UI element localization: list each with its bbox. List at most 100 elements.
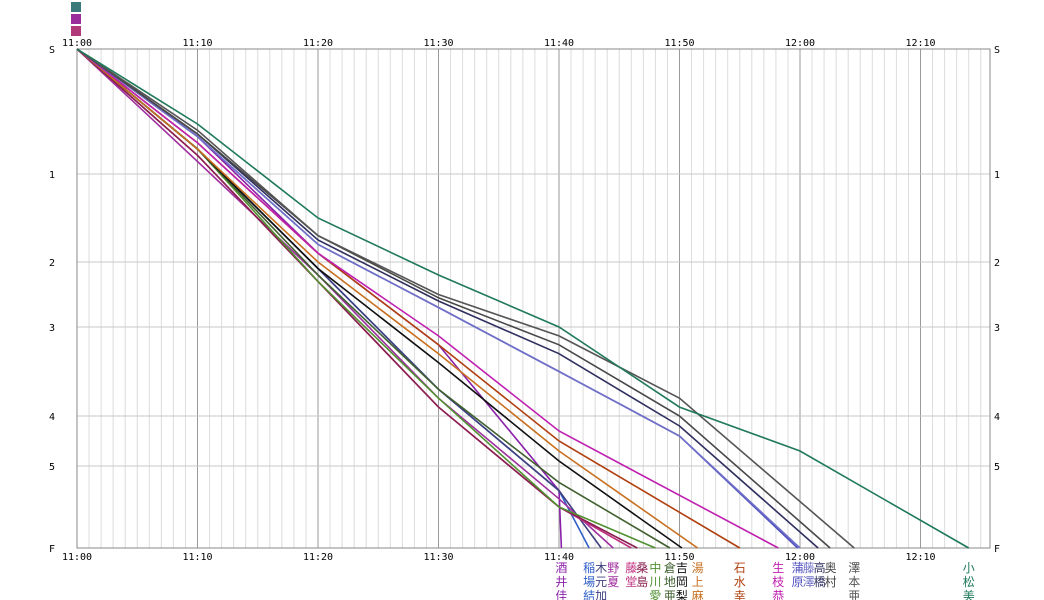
runner-name-char: 中 <box>649 560 661 575</box>
x-tick-label: 11:50 <box>664 552 694 563</box>
runner-name-char: 澤 <box>848 561 860 575</box>
x-tick-label: 11:00 <box>62 38 92 49</box>
runner-name-char: 湯 <box>692 561 704 575</box>
y-tick-label: 4 <box>994 412 1000 423</box>
series-line <box>76 48 614 549</box>
x-tick-label: 11:00 <box>62 552 92 563</box>
y-tick-label: 5 <box>49 462 55 473</box>
runner-name-char: 生 <box>772 561 784 575</box>
runner-name-char: 恭 <box>772 589 784 600</box>
series-line <box>76 48 855 549</box>
runner-name-char: 稲 <box>583 561 595 575</box>
x-tick-label: 11:10 <box>182 38 212 49</box>
x-tick-labels-top: 11:00 11:10 11:20 11:30 11:40 11:50 12:00 12:10 <box>62 38 936 49</box>
runner-name-char: 場 <box>583 575 595 589</box>
x-tick-label: 12:00 <box>785 38 815 49</box>
runner-name-char: 野 <box>607 561 619 575</box>
runner-name-char: 水 <box>734 575 746 589</box>
runner-name-char: 橋 <box>814 575 826 589</box>
legend-swatch-1 <box>71 2 81 12</box>
runner-name-char: 川 <box>649 575 661 589</box>
runner-name-char: 酒 <box>555 561 567 575</box>
y-tick-label: 3 <box>49 323 55 334</box>
y-tick-label: F <box>994 544 1000 555</box>
x-tick-label: 11:20 <box>303 552 333 563</box>
runner-name-char: 麻 <box>692 588 704 600</box>
x-tick-label: 11:50 <box>664 38 694 49</box>
x-tick-label: 11:40 <box>544 552 574 563</box>
series-line <box>76 48 638 549</box>
runner-name-char: 藤 <box>625 561 637 575</box>
runner-name-char: 倉 <box>664 560 676 575</box>
y-tick-label: 2 <box>994 258 1000 269</box>
runner-name-char: 島 <box>636 574 648 589</box>
x-tick-label: 12:10 <box>905 552 935 563</box>
minor-gridlines <box>88 49 982 548</box>
x-tick-label: 11:10 <box>182 552 212 563</box>
runner-name-char: 蒲 <box>792 561 804 575</box>
x-tick-label: 11:30 <box>423 38 453 49</box>
x-tick-labels-bottom: 11:00 11:10 11:20 11:30 11:40 11:50 12:00 12:10 <box>62 552 936 563</box>
legend-swatch-2 <box>71 14 81 24</box>
runner-name-char: 石 <box>734 561 746 575</box>
runner-name-char: 桑 <box>636 561 648 575</box>
runner-name-char: 岡 <box>676 575 688 589</box>
series-line <box>76 48 590 549</box>
runner-name-char: 美 <box>963 589 975 600</box>
runner-name-char: 原 <box>792 575 804 589</box>
series-lines <box>76 48 970 549</box>
y-tick-label: F <box>49 544 55 555</box>
y-tick-labels-right: S 1 2 3 4 5 F <box>994 45 1000 555</box>
series-line <box>76 48 671 549</box>
runner-name-char: 本 <box>848 575 860 589</box>
legend-swatch-3 <box>71 26 81 36</box>
runner-name-char: 松 <box>963 575 975 589</box>
runner-name-char: 小 <box>963 561 975 575</box>
x-tick-label: 11:40 <box>544 38 574 49</box>
y-tick-label: 5 <box>994 462 1000 473</box>
runner-name-char: 堂 <box>625 575 637 589</box>
y-tick-label: 1 <box>49 170 55 181</box>
runner-name-char: 村 <box>825 575 837 589</box>
runner-name-char: 木 <box>595 561 607 575</box>
runner-name-char: 吉 <box>676 561 688 575</box>
runner-name-char: 夏 <box>607 575 619 589</box>
x-tick-label: 11:30 <box>423 552 453 563</box>
x-tick-label: 12:10 <box>905 38 935 49</box>
runner-name-char: 佳 <box>555 589 567 600</box>
runner-name-char: 澤 <box>803 575 815 589</box>
runner-name-char: 亜 <box>664 589 676 600</box>
runner-name-char: 藤 <box>803 561 815 575</box>
x-tick-label: 12:00 <box>785 552 815 563</box>
y-tick-label: 4 <box>49 412 55 423</box>
y-tick-label: 3 <box>994 323 1000 334</box>
series-line <box>76 48 801 549</box>
runner-name-char: 奥 <box>825 561 837 575</box>
runner-name-char: 幸 <box>734 589 746 600</box>
runner-name-char: 結 <box>583 589 595 600</box>
runner-name-char: 地 <box>664 575 676 589</box>
runner-name-char: 梨 <box>676 589 688 600</box>
runner-name-char: 井 <box>555 575 567 589</box>
series-line <box>76 48 831 549</box>
plot-frame <box>76 48 991 549</box>
runner-name-labels: 酒井佳稲場結木元加野夏藤堂桑島中川愛倉地亜吉岡梨湯上麻石水幸生枝恭蒲原藤澤高橋奥… <box>555 560 974 600</box>
series-line <box>76 48 699 549</box>
runner-name-char: 高 <box>814 560 826 575</box>
runner-name-char: 亜 <box>848 589 860 600</box>
series-line <box>76 48 779 549</box>
y-tick-label: S <box>49 45 55 56</box>
runner-name-char: 枝 <box>772 574 784 589</box>
series-line <box>76 48 741 549</box>
y-tick-label: S <box>994 45 1000 56</box>
runner-name-char: 加 <box>595 589 607 600</box>
runner-name-char: 元 <box>595 575 607 589</box>
series-line <box>76 48 970 549</box>
runner-name-char: 愛 <box>649 589 661 600</box>
y-tick-label: 1 <box>994 170 1000 181</box>
x-tick-label: 11:20 <box>303 38 333 49</box>
y-tick-labels-left: S 1 2 3 4 5 F <box>49 45 55 555</box>
major-gridlines <box>76 48 990 549</box>
y-tick-label: 2 <box>49 258 55 269</box>
